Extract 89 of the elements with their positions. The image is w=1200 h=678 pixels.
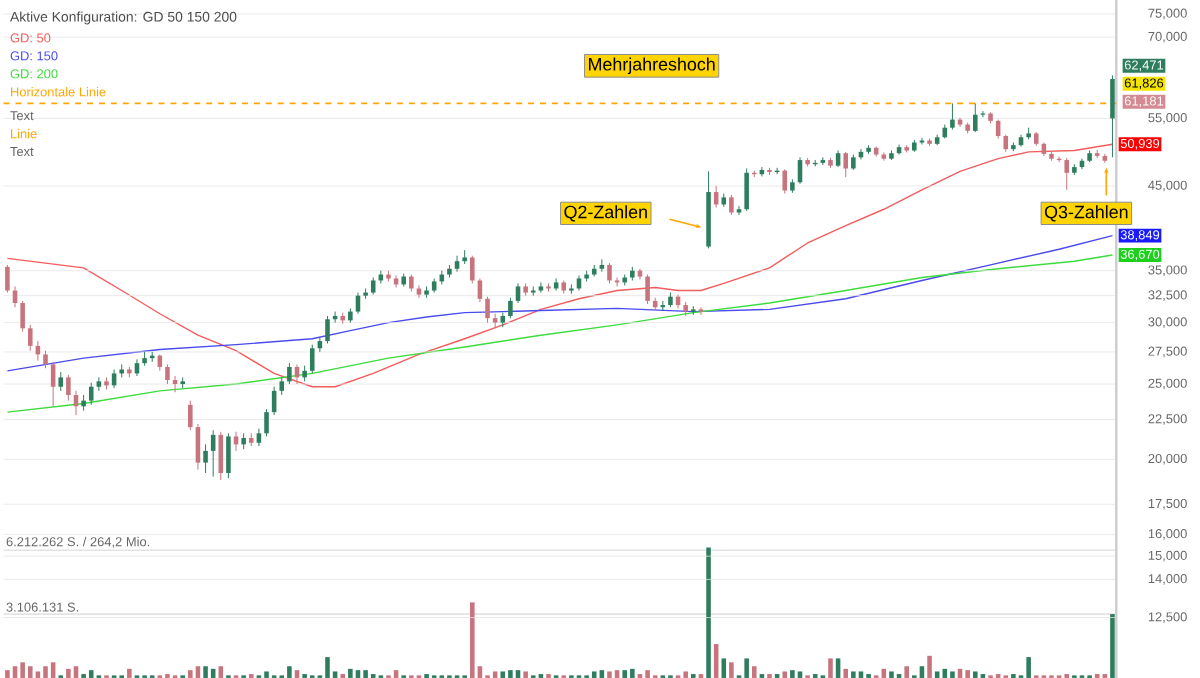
candlestick bbox=[226, 432, 231, 479]
candlestick bbox=[973, 102, 978, 133]
candlestick bbox=[5, 264, 10, 294]
bar bbox=[591, 671, 597, 678]
bar bbox=[66, 668, 71, 678]
candlestick bbox=[309, 344, 315, 374]
candlestick bbox=[729, 194, 734, 216]
candlestick bbox=[264, 408, 269, 437]
candlestick bbox=[599, 258, 605, 273]
bar bbox=[828, 658, 833, 678]
candlestick bbox=[508, 297, 513, 319]
candlestick bbox=[645, 274, 650, 305]
bar bbox=[904, 666, 909, 678]
bar bbox=[325, 657, 330, 678]
candlestick bbox=[203, 443, 208, 474]
candlestick bbox=[58, 371, 64, 392]
bar bbox=[851, 671, 856, 678]
bar bbox=[20, 662, 25, 678]
bar bbox=[363, 670, 368, 678]
candlestick bbox=[66, 374, 71, 402]
candlestick bbox=[477, 277, 483, 303]
bar bbox=[348, 668, 353, 678]
bar bbox=[5, 670, 10, 678]
candlestick bbox=[485, 296, 490, 324]
annotation: Q2-Zahlen bbox=[564, 205, 647, 222]
bar bbox=[500, 671, 506, 678]
candlestick bbox=[96, 376, 102, 392]
bar bbox=[508, 670, 513, 678]
bar bbox=[127, 668, 132, 678]
bar bbox=[790, 670, 795, 678]
candlestick bbox=[950, 102, 955, 131]
bar bbox=[607, 671, 612, 678]
bar bbox=[35, 671, 41, 678]
bar bbox=[1110, 614, 1115, 678]
bar bbox=[934, 671, 940, 678]
candlestick bbox=[782, 168, 788, 195]
candlestick bbox=[515, 282, 521, 304]
candlestick bbox=[1110, 74, 1115, 158]
bar bbox=[645, 670, 650, 678]
bar bbox=[27, 666, 33, 678]
candlestick bbox=[27, 324, 33, 352]
candlestick bbox=[843, 151, 849, 178]
candlestick bbox=[454, 255, 460, 273]
bar bbox=[622, 670, 627, 678]
candlestick bbox=[538, 281, 544, 294]
bar bbox=[835, 658, 841, 678]
bar bbox=[751, 666, 757, 678]
bar bbox=[858, 671, 864, 678]
bar bbox=[706, 547, 711, 678]
candlestick bbox=[287, 362, 292, 385]
bar bbox=[729, 662, 734, 678]
bar bbox=[470, 602, 475, 678]
bar bbox=[287, 666, 292, 678]
bar bbox=[188, 670, 193, 678]
bar bbox=[683, 671, 688, 678]
line-series bbox=[6, 234, 1114, 372]
bar bbox=[523, 671, 528, 678]
candlestick bbox=[607, 262, 612, 284]
bar bbox=[721, 658, 727, 678]
bar bbox=[797, 671, 803, 678]
bar bbox=[492, 671, 498, 678]
candlestick bbox=[325, 315, 330, 344]
line-series bbox=[6, 254, 1114, 413]
annotation: Mehrjahreshoch bbox=[589, 57, 715, 75]
annotation: Q3-Zahlen bbox=[1044, 205, 1128, 222]
bar bbox=[965, 670, 970, 678]
candlestick bbox=[698, 306, 704, 316]
bar bbox=[889, 671, 894, 678]
bar bbox=[630, 668, 635, 678]
candlestick bbox=[744, 167, 749, 212]
bar bbox=[744, 658, 749, 678]
bar bbox=[43, 666, 48, 678]
candlestick bbox=[470, 255, 475, 284]
candlestick bbox=[20, 300, 25, 333]
candlestick bbox=[416, 284, 422, 299]
bar bbox=[88, 670, 94, 678]
candlestick bbox=[165, 363, 170, 385]
candlestick bbox=[188, 400, 193, 431]
bar bbox=[203, 666, 208, 678]
candlestick bbox=[1064, 157, 1070, 191]
bar bbox=[927, 655, 932, 678]
bar bbox=[782, 671, 788, 678]
bar bbox=[1026, 657, 1031, 678]
bar bbox=[843, 668, 849, 678]
bar bbox=[264, 671, 269, 678]
candlestick bbox=[50, 361, 56, 407]
candlestick bbox=[88, 382, 94, 406]
bar bbox=[973, 671, 978, 678]
bar bbox=[950, 671, 955, 678]
